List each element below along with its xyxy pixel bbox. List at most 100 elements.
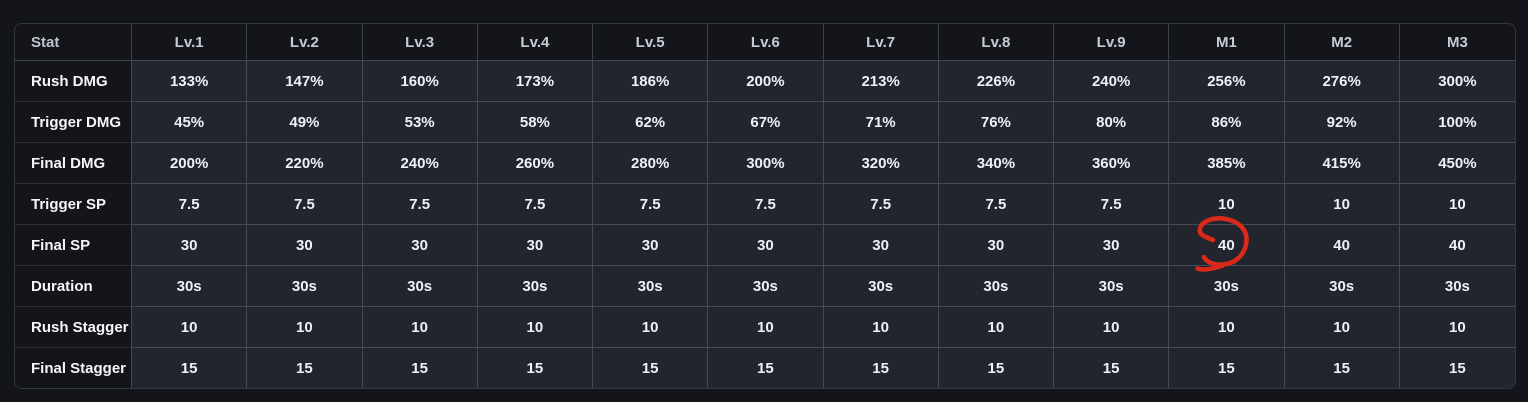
- value-cell: 40: [1399, 225, 1515, 266]
- value-cell: 300%: [1399, 61, 1515, 102]
- value-cell: 240%: [362, 143, 478, 184]
- value-cell: 7.5: [938, 184, 1054, 225]
- value-cell: 15: [247, 348, 363, 388]
- header-cell-m1: M1: [1169, 24, 1285, 61]
- value-cell: 30s: [132, 266, 248, 307]
- value-cell: 30s: [823, 266, 939, 307]
- value-cell: 415%: [1284, 143, 1400, 184]
- value-cell: 7.5: [247, 184, 363, 225]
- value-cell: 10: [1399, 184, 1515, 225]
- value-cell: 10: [938, 307, 1054, 348]
- value-cell: 7.5: [1054, 184, 1170, 225]
- value-cell: 15: [938, 348, 1054, 388]
- value-cell: 340%: [938, 143, 1054, 184]
- header-cell-lv2: Lv.2: [247, 24, 363, 61]
- header-cell-lv5: Lv.5: [593, 24, 709, 61]
- value-cell: 7.5: [477, 184, 593, 225]
- value-cell: 30: [593, 225, 709, 266]
- value-cell: 80%: [1054, 102, 1170, 143]
- value-cell: 450%: [1399, 143, 1515, 184]
- value-cell: 30: [938, 225, 1054, 266]
- value-cell: 7.5: [132, 184, 248, 225]
- row-label-cell: Final DMG: [15, 143, 132, 184]
- value-cell: 10: [1054, 307, 1170, 348]
- value-cell: 200%: [132, 143, 248, 184]
- value-cell: 10: [1169, 184, 1285, 225]
- value-cell: 30s: [593, 266, 709, 307]
- value-cell: 30s: [1284, 266, 1400, 307]
- value-cell: 76%: [938, 102, 1054, 143]
- value-cell: 385%: [1169, 143, 1285, 184]
- value-cell: 30: [132, 225, 248, 266]
- row-label-cell: Duration: [15, 266, 132, 307]
- value-cell: 40: [1284, 225, 1400, 266]
- value-cell: 173%: [477, 61, 593, 102]
- value-cell: 10: [823, 307, 939, 348]
- value-cell: 213%: [823, 61, 939, 102]
- header-cell-lv8: Lv.8: [938, 24, 1054, 61]
- value-cell: 92%: [1284, 102, 1400, 143]
- value-cell: 71%: [823, 102, 939, 143]
- value-cell: 160%: [362, 61, 478, 102]
- value-cell: 10: [593, 307, 709, 348]
- value-cell: 10: [1399, 307, 1515, 348]
- value-cell: 30s: [1399, 266, 1515, 307]
- value-cell: 30: [708, 225, 824, 266]
- value-cell: 30s: [247, 266, 363, 307]
- value-cell: 30: [823, 225, 939, 266]
- header-cell-m3: M3: [1399, 24, 1515, 61]
- table-row: Duration 30s 30s 30s 30s 30s 30s 30s 30s 30s 30s 30…: [15, 266, 1515, 307]
- value-cell: 15: [477, 348, 593, 388]
- row-label-cell: Trigger DMG: [15, 102, 132, 143]
- value-cell: 58%: [477, 102, 593, 143]
- value-cell: 10: [1284, 307, 1400, 348]
- value-cell: 240%: [1054, 61, 1170, 102]
- value-cell: 7.5: [593, 184, 709, 225]
- table-row: Final DMG 200% 220% 240% 260% 280% 300% 320% 340…: [15, 143, 1515, 184]
- value-cell: 220%: [247, 143, 363, 184]
- value-cell: 10: [1284, 184, 1400, 225]
- value-cell: 30: [247, 225, 363, 266]
- value-cell: 147%: [247, 61, 363, 102]
- value-cell: 30: [362, 225, 478, 266]
- value-cell: 10: [247, 307, 363, 348]
- table-header-row: Stat Lv.1 Lv.2 Lv.3 Lv.4 Lv.5 Lv.6 Lv.7 Lv.8 Lv.9…: [15, 24, 1515, 61]
- value-cell: 15: [362, 348, 478, 388]
- value-cell: 256%: [1169, 61, 1285, 102]
- value-cell: 7.5: [823, 184, 939, 225]
- table-row: Rush Stagger 10 10 10 10 10 10 10 10 10 10 10 10: [15, 307, 1515, 348]
- value-cell: 7.5: [362, 184, 478, 225]
- value-cell: 15: [1399, 348, 1515, 388]
- row-label-cell: Final Stagger: [15, 348, 132, 388]
- table-row: Final Stagger 15 15 15 15 15 15 15 15 15 15 15 15: [15, 348, 1515, 388]
- value-cell: 30s: [708, 266, 824, 307]
- table-row: Trigger DMG 45% 49% 53% 58% 62% 67% 71% 76% 80% 86…: [15, 102, 1515, 143]
- table-row: Trigger SP 7.5 7.5 7.5 7.5 7.5 7.5 7.5 7.5 7.5 10 1…: [15, 184, 1515, 225]
- value-cell: 133%: [132, 61, 248, 102]
- header-cell-lv4: Lv.4: [477, 24, 593, 61]
- value-cell: 200%: [708, 61, 824, 102]
- value-cell: 30: [1054, 225, 1170, 266]
- row-label-cell: Rush DMG: [15, 61, 132, 102]
- header-cell-lv1: Lv.1: [132, 24, 248, 61]
- value-cell: 300%: [708, 143, 824, 184]
- stats-table: Stat Lv.1 Lv.2 Lv.3 Lv.4 Lv.5 Lv.6 Lv.7 Lv.8 Lv.9…: [14, 23, 1516, 389]
- value-cell: 15: [132, 348, 248, 388]
- value-cell: 276%: [1284, 61, 1400, 102]
- header-cell-m2: M2: [1284, 24, 1400, 61]
- circled-value-cell: 40: [1169, 225, 1285, 266]
- row-label-cell: Final SP: [15, 225, 132, 266]
- table-row: Rush DMG 133% 147% 160% 173% 186% 200% 213% 226%…: [15, 61, 1515, 102]
- value-cell: 260%: [477, 143, 593, 184]
- value-cell: 15: [823, 348, 939, 388]
- row-label-cell: Trigger SP: [15, 184, 132, 225]
- header-cell-lv6: Lv.6: [708, 24, 824, 61]
- value-cell: 30: [477, 225, 593, 266]
- stats-table-grid: Stat Lv.1 Lv.2 Lv.3 Lv.4 Lv.5 Lv.6 Lv.7 Lv.8 Lv.9…: [15, 24, 1515, 388]
- header-cell-lv3: Lv.3: [362, 24, 478, 61]
- value-cell: 10: [708, 307, 824, 348]
- value-cell: 30s: [1169, 266, 1285, 307]
- value-cell: 67%: [708, 102, 824, 143]
- value-cell: 45%: [132, 102, 248, 143]
